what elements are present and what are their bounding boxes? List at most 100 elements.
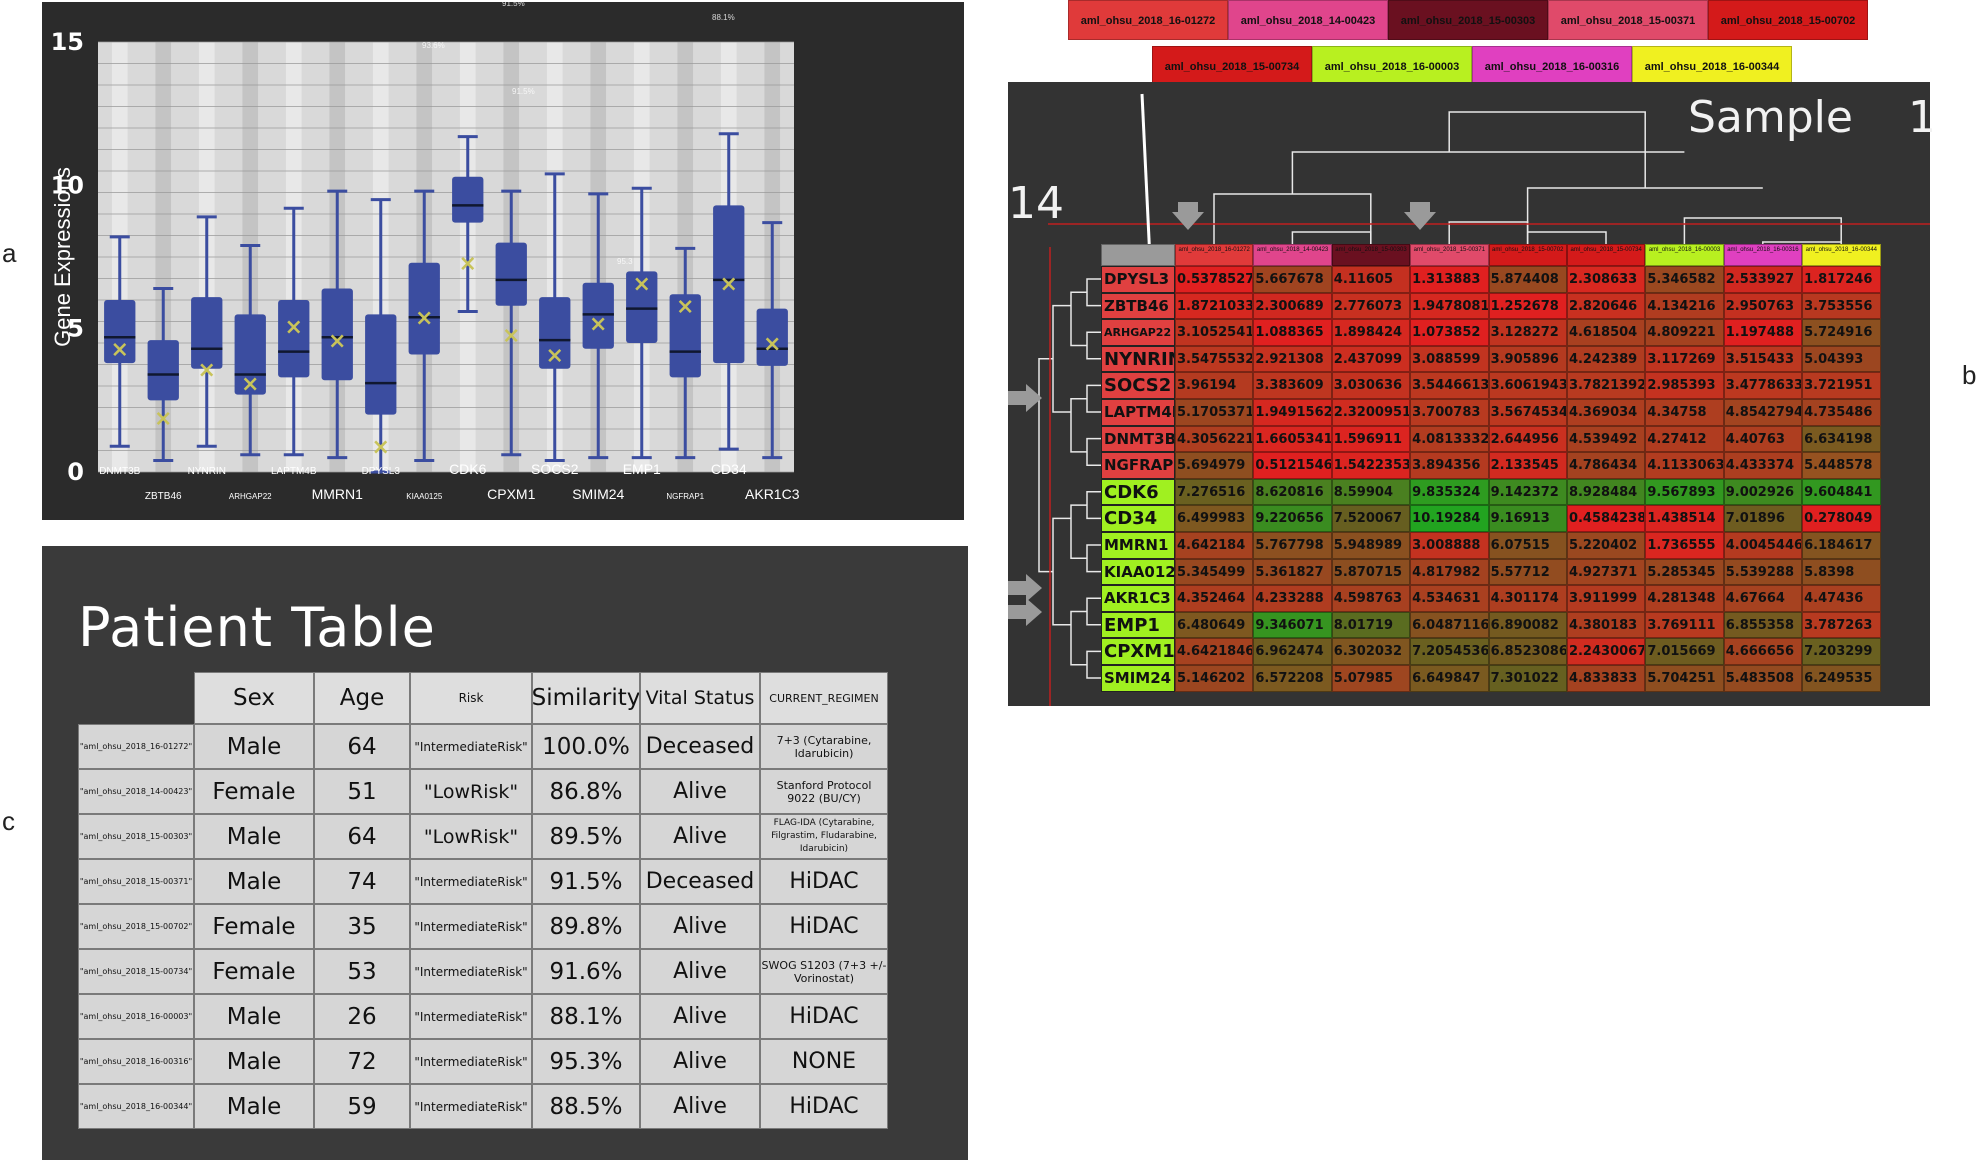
risk-cell: "IntermediateRisk" xyxy=(410,994,532,1039)
heatmap-cell: 4.1133063 xyxy=(1645,452,1724,479)
gene-label: MMRN1 xyxy=(312,486,364,502)
box-body xyxy=(321,288,353,381)
table-row[interactable]: "aml_ohsu_2018_16-00003" Male 26 "Intermedi… xyxy=(78,994,888,1039)
heatmap-row: NGFRAP15.6949790.51215461.54223533.89435… xyxy=(1101,452,1881,479)
box-cdk6: × CDK6 xyxy=(449,135,487,477)
table-row[interactable]: "aml_ohsu_2018_16-00316" Male 72 "Intermedi… xyxy=(78,1039,888,1084)
heatmap-cell: 4.369034 xyxy=(1566,398,1646,426)
table-row[interactable]: "aml_ohsu_2018_14-00423" Female 51 "LowRisk… xyxy=(78,769,888,814)
box-mmrn1: × MMRN1 xyxy=(312,189,364,502)
patient-table-header: Sex Age Risk Similarity Vital Status CURRENT_… xyxy=(78,672,888,724)
similarity-cell: 95.3% xyxy=(532,1039,640,1084)
age-cell: 59 xyxy=(314,1084,410,1129)
vital-cell: Alive xyxy=(640,1084,760,1129)
box-body xyxy=(626,271,658,343)
heatmap-cell: 5.07985 xyxy=(1331,664,1411,692)
dendrogram-branch xyxy=(1070,504,1087,560)
age-cell: 53 xyxy=(314,949,410,994)
column-header[interactable]: Risk xyxy=(410,672,532,724)
heatmap-gene-label: CDK6 xyxy=(1101,478,1175,506)
heatmap-cell: 8.59904 xyxy=(1331,478,1411,506)
heatmap-column-header: aml_ohsu_2018_15-00734 xyxy=(1566,244,1646,266)
annotation-label: 91.5% xyxy=(502,2,525,8)
regimen-cell: FLAG-IDA (Cytarabine, Filgrastim, Fludar… xyxy=(760,814,888,859)
heatmap-cell: 9.346071 xyxy=(1253,611,1332,639)
similarity-cell: 91.5% xyxy=(532,859,640,904)
heatmap-row: NYNRIN 3.5475532 2.921308 2.437099 3.088599 3… xyxy=(1101,345,1881,373)
boxplot-panel: 0 5 10 15 Gene Expressions 91.5% 88.1% 93.6% 91.… xyxy=(42,2,964,520)
sample-label-0: aml_ohsu_2018_16-01272 xyxy=(1068,0,1228,40)
sex-cell: Male xyxy=(194,994,314,1039)
vital-cell: Alive xyxy=(640,949,760,994)
heatmap-cell: 4.666656 xyxy=(1723,638,1803,665)
age-cell: 26 xyxy=(314,994,410,1039)
patient-table-panel: Patient Table Sex Age Risk Similarity Vital … xyxy=(42,546,968,1160)
column-header[interactable]: CURRENT_REGIMEN xyxy=(760,672,888,724)
box-body xyxy=(104,300,136,364)
heatmap-cell: 1.088365 xyxy=(1253,319,1332,346)
column-header[interactable]: Vital Status xyxy=(640,672,760,724)
heatmap-cell: 1.8721033 xyxy=(1175,292,1254,320)
mean-marker: × xyxy=(720,272,738,297)
heatmap-cell: 6.962474 xyxy=(1253,638,1332,665)
patient-id-cell: "aml_ohsu_2018_14-00423" xyxy=(78,769,194,814)
heatmap-cell: 4.534631 xyxy=(1410,585,1489,612)
heatmap-cell: 4.3056221 xyxy=(1175,425,1254,453)
box-cd34: × CD34 xyxy=(711,132,747,477)
heatmap-gene-label: CPXM1 xyxy=(1101,638,1175,665)
heatmap-row: SMIM24 5.146202 6.572208 5.07985 6.649847 7.3… xyxy=(1101,664,1881,692)
vital-cell: Alive xyxy=(640,814,760,859)
heatmap-cell: 5.948989 xyxy=(1331,531,1411,559)
box-body xyxy=(539,297,571,369)
dendrogram-branch xyxy=(1086,650,1101,679)
heatmap-row: EMP1 6.480649 9.346071 8.01719 6.0487116 6.89… xyxy=(1101,611,1881,639)
table-row[interactable]: "aml_ohsu_2018_15-00371" Male 74 "Intermedi… xyxy=(78,859,888,904)
dendrogram-branch xyxy=(1086,544,1101,573)
panel-letter-b: b xyxy=(1962,360,1977,390)
table-row[interactable]: "aml_ohsu_2018_16-00344" Male 59 "Intermedi… xyxy=(78,1084,888,1129)
table-row[interactable]: "aml_ohsu_2018_16-01272" Male 64 "Intermedi… xyxy=(78,724,888,769)
regimen-cell: 7+3 (Cytarabine, Idarubicin) xyxy=(760,724,888,769)
heatmap-cell: 5.146202 xyxy=(1175,664,1254,692)
patient-id-cell: "aml_ohsu_2018_16-01272" xyxy=(78,724,194,769)
mean-marker: × xyxy=(502,323,520,348)
heatmap-gene-label: NYNRIN xyxy=(1101,345,1175,373)
sample-label-4: aml_ohsu_2018_15-00702 xyxy=(1708,0,1868,40)
mean-marker: × xyxy=(633,272,651,297)
heatmap-cell: 5.361827 xyxy=(1253,558,1332,586)
column-header[interactable]: Sex xyxy=(194,672,314,724)
heatmap-cell: 3.5446613 xyxy=(1410,372,1489,399)
heatmap-column-header: aml_ohsu_2018_16-01272 xyxy=(1175,244,1254,266)
regimen-cell: HiDAC xyxy=(760,994,888,1039)
heatmap-cell: 4.8542794 xyxy=(1723,398,1803,426)
gene-label: EMP1 xyxy=(623,461,661,477)
column-header[interactable]: Age xyxy=(314,672,410,724)
box-zbtb46: × ZBTB46 xyxy=(145,287,182,502)
regimen-cell: HiDAC xyxy=(760,1084,888,1129)
heatmap-gene-label: NGFRAP1 xyxy=(1101,452,1175,479)
gene-label: DNMT3B xyxy=(99,466,140,477)
heatmap-cell: 3.088599 xyxy=(1410,345,1489,373)
sample-label-8: aml_ohsu_2018_16-00344 xyxy=(1632,46,1792,86)
gene-label: KIAA0125 xyxy=(406,492,443,501)
box-dpysl3: × DPYSL3 xyxy=(362,198,400,477)
vital-cell: Deceased xyxy=(640,859,760,904)
heatmap-gene-label: ARHGAP22 xyxy=(1101,319,1175,346)
table-row[interactable]: "aml_ohsu_2018_15-00702" Female 35 "Interme… xyxy=(78,904,888,949)
heatmap-cell: 1.9491562 xyxy=(1253,398,1332,426)
column-header[interactable]: Similarity xyxy=(532,672,640,724)
box-ngfrap1: × NGFRAP1 xyxy=(666,246,705,501)
box-emp1: × EMP1 xyxy=(623,186,661,477)
heatmap-grid: aml_ohsu_2018_16-01272 aml_ohsu_2018_14-0… xyxy=(1101,244,1881,692)
table-row[interactable]: "aml_ohsu_2018_15-00303" Male 64 "LowRisk" 8… xyxy=(78,814,888,859)
regimen-cell: HiDAC xyxy=(760,904,888,949)
heatmap-gene-label: MMRN1 xyxy=(1101,531,1175,559)
heatmap-cell: 9.604841 xyxy=(1802,478,1881,506)
gene-label: ZBTB46 xyxy=(145,491,182,502)
risk-cell: "IntermediateRisk" xyxy=(410,859,532,904)
box-akr1c3: × AKR1C3 xyxy=(745,221,800,502)
table-row[interactable]: "aml_ohsu_2018_15-00734" Female 53 "Interme… xyxy=(78,949,888,994)
dendrogram-branch xyxy=(1086,437,1101,466)
heatmap-cell: 2.533927 xyxy=(1723,266,1803,293)
heatmap-cell: 8.928484 xyxy=(1566,478,1646,506)
